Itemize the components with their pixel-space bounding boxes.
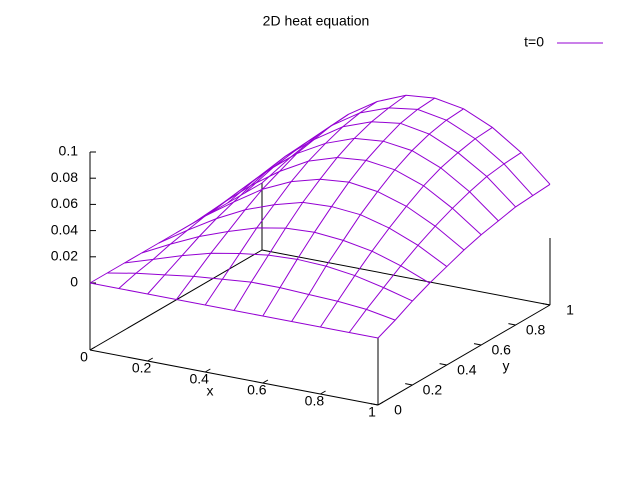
x-tick-label: 0.8	[305, 393, 325, 409]
y-tick	[508, 323, 516, 326]
y-tick	[405, 383, 413, 386]
z-tick-label: 0.06	[51, 195, 78, 211]
base-edge	[261, 249, 551, 306]
x-tick-label: 1	[368, 404, 376, 420]
mesh-column	[118, 156, 292, 289]
chart-title: 2D heat equation	[263, 13, 370, 29]
mesh-column	[175, 113, 349, 300]
y-tick	[542, 303, 551, 306]
mesh-column	[291, 108, 464, 322]
y-tick	[473, 343, 482, 346]
mesh-column	[89, 182, 263, 284]
z-tick-label: 0.08	[51, 169, 78, 185]
base-edge	[377, 304, 551, 406]
y-tick	[439, 363, 447, 366]
x-tick-label: 0.6	[247, 382, 267, 398]
legend-label: t=0	[524, 34, 544, 50]
x-tick	[89, 346, 96, 351]
z-tick-label: 0.04	[51, 221, 78, 237]
x-tick-label: 0.2	[132, 360, 152, 376]
x-tick-label: 0.4	[189, 371, 209, 387]
x-tick	[204, 368, 211, 373]
mesh-column	[233, 94, 407, 311]
x-tick	[147, 357, 154, 362]
mesh-column	[262, 97, 436, 317]
mesh-column	[319, 127, 493, 328]
x-tick-label: 0	[80, 349, 88, 365]
x-tick	[262, 379, 269, 384]
x-tick	[320, 390, 326, 395]
base-edge	[89, 349, 379, 406]
mesh-column	[348, 152, 522, 333]
y-tick-label: 0.6	[491, 342, 511, 358]
x-tick	[377, 401, 384, 406]
y-tick-label: 1	[566, 302, 574, 318]
mesh-column	[147, 133, 320, 295]
y-tick-label: 0.8	[526, 322, 546, 338]
y-tick-label: 0.4	[457, 362, 477, 378]
z-tick-label: 0	[70, 274, 78, 290]
z-tick-label: 0.1	[59, 143, 79, 159]
base-edge	[89, 249, 263, 351]
y-axis-label: y	[503, 358, 510, 374]
y-tick	[370, 403, 379, 406]
y-tick-label: 0	[394, 402, 402, 418]
mesh-column	[204, 101, 378, 306]
mesh-column	[377, 183, 551, 339]
z-tick-label: 0.02	[51, 248, 78, 264]
x-axis-label: x	[207, 383, 214, 399]
y-tick-label: 0.2	[423, 382, 443, 398]
